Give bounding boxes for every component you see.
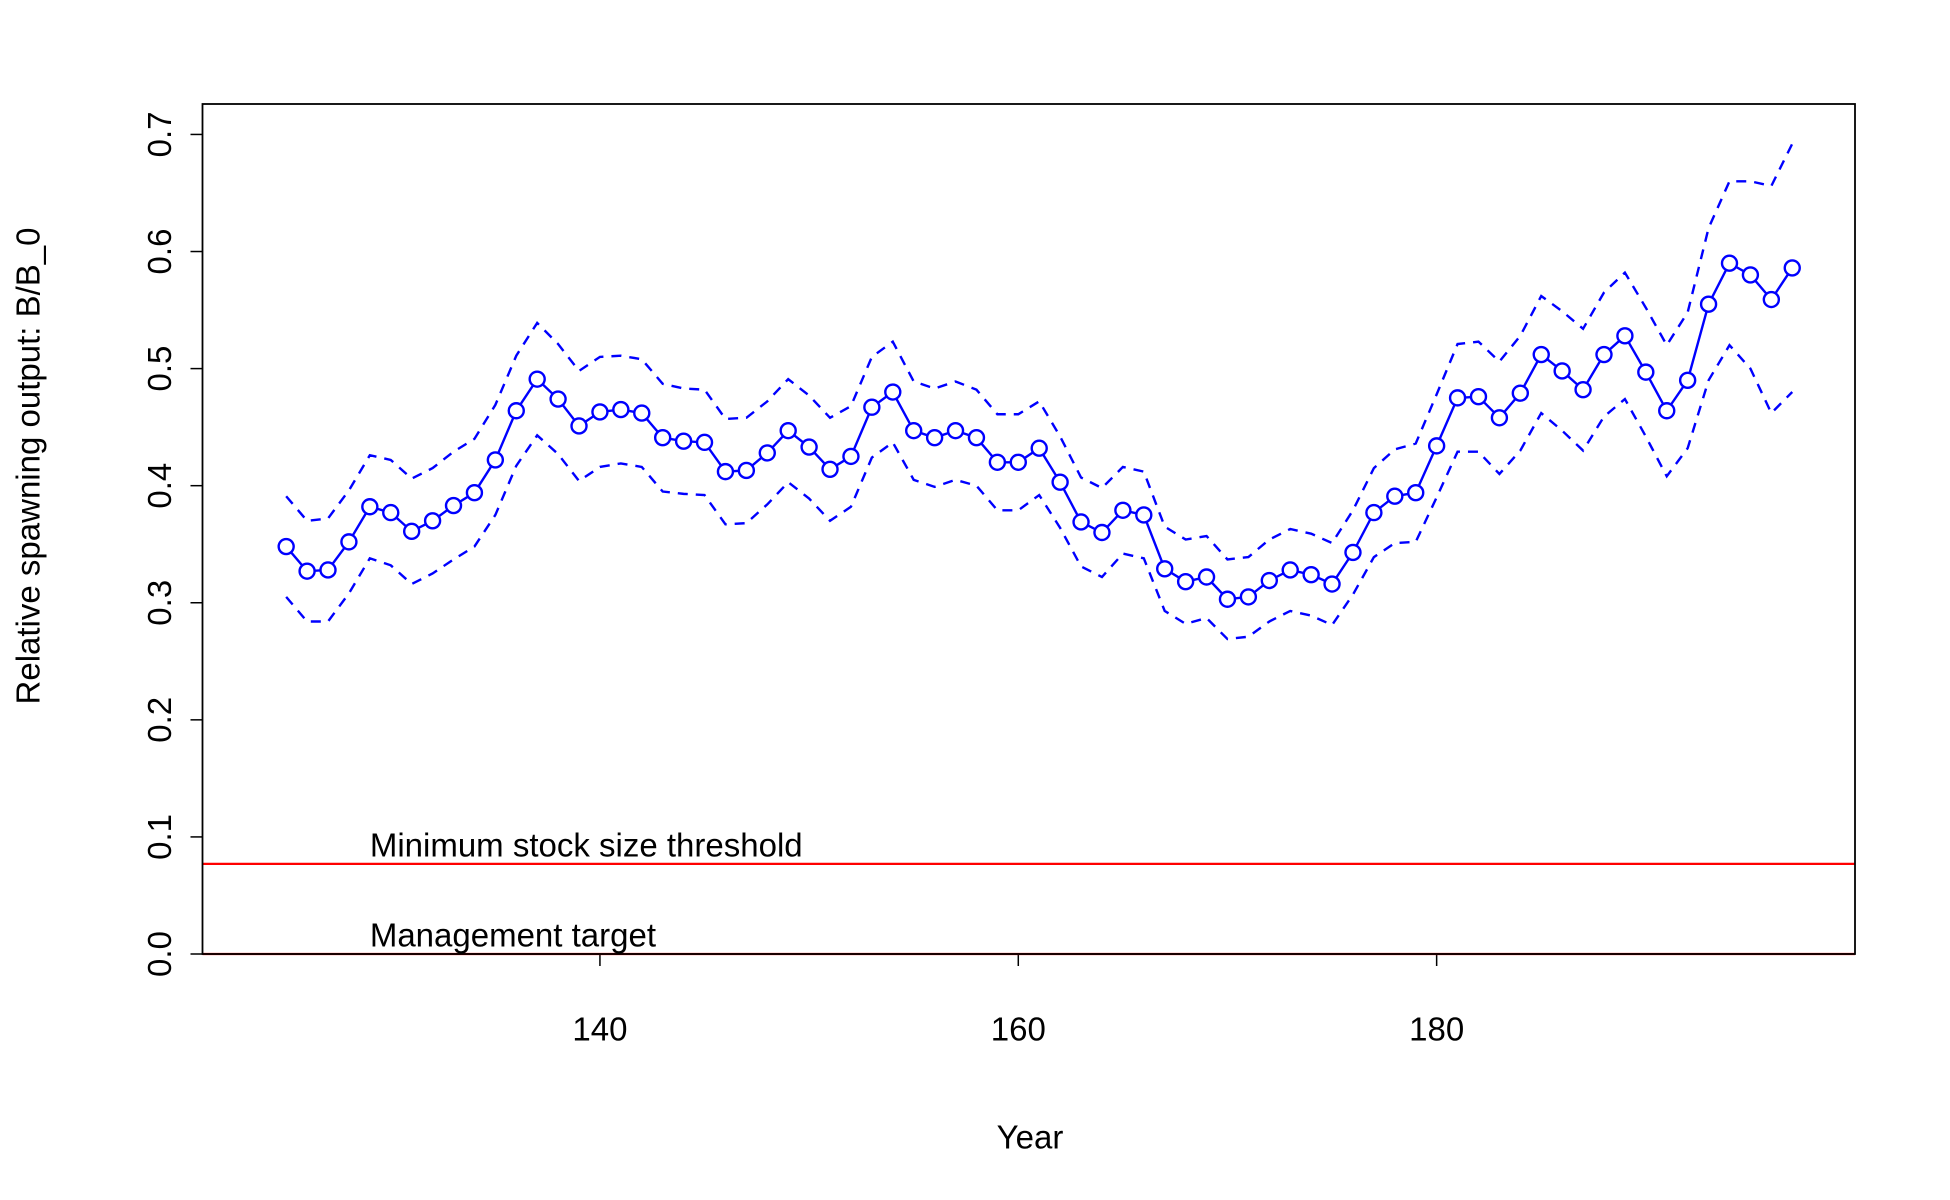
y-tick-label: 0.5 <box>141 346 178 392</box>
point <box>988 453 1007 471</box>
point <box>1741 266 1760 284</box>
point <box>298 562 316 580</box>
point <box>277 537 295 556</box>
point <box>1323 575 1341 593</box>
point <box>570 417 588 435</box>
point <box>1114 501 1132 519</box>
point <box>1699 295 1718 313</box>
point <box>925 428 944 447</box>
point <box>633 404 651 422</box>
point <box>758 444 776 462</box>
point <box>1365 503 1383 522</box>
point <box>1427 437 1446 455</box>
point <box>1135 506 1153 524</box>
point <box>549 390 567 408</box>
point <box>1637 363 1655 381</box>
point <box>1072 513 1090 531</box>
point <box>884 383 902 401</box>
y-tick-label: 0.0 <box>141 931 178 977</box>
point <box>1281 561 1299 579</box>
point <box>1093 523 1111 542</box>
interval-line <box>285 143 1794 561</box>
point <box>1260 571 1279 590</box>
point <box>1595 345 1613 364</box>
point <box>1783 259 1801 277</box>
point <box>423 512 442 530</box>
point <box>361 498 379 516</box>
y-tick-label: 0.2 <box>141 697 178 743</box>
point <box>716 462 735 481</box>
point <box>1302 565 1320 584</box>
point <box>674 432 693 450</box>
y-axis-label: Relative spawning output: B/B_0 <box>10 228 47 705</box>
x-tick-label: 140 <box>572 1011 627 1048</box>
point <box>1448 389 1467 407</box>
y-tick-label: 0.6 <box>141 229 178 275</box>
point <box>1511 384 1530 402</box>
point <box>591 403 609 421</box>
point <box>486 451 505 469</box>
point <box>1532 345 1550 364</box>
y-tick-label: 0.7 <box>141 112 178 158</box>
y-tick-label: 0.3 <box>141 580 178 626</box>
point <box>382 503 400 522</box>
point <box>1218 590 1237 608</box>
point <box>1469 387 1488 406</box>
point <box>1616 327 1634 345</box>
point <box>1030 439 1048 457</box>
point <box>1176 572 1195 591</box>
point <box>1009 453 1027 471</box>
interval-line <box>285 343 1794 641</box>
point <box>1762 290 1781 309</box>
y-tick-label: 0.4 <box>141 463 178 509</box>
point <box>946 421 965 440</box>
point <box>842 447 860 466</box>
point <box>779 421 797 440</box>
point <box>340 533 358 551</box>
x-tick-label: 180 <box>1409 1011 1464 1048</box>
point <box>800 438 818 456</box>
point <box>402 522 421 541</box>
point <box>1553 362 1571 380</box>
point <box>465 484 484 502</box>
point <box>1574 380 1592 399</box>
point <box>1407 484 1425 502</box>
point <box>863 398 881 416</box>
point <box>1490 409 1509 427</box>
point <box>1720 254 1739 272</box>
y-tick-label: 0.1 <box>141 814 178 860</box>
point <box>1658 402 1676 420</box>
point <box>1678 371 1697 390</box>
series-line <box>285 261 1794 601</box>
reference-label: Minimum stock size threshold <box>370 827 803 864</box>
point <box>1386 487 1404 505</box>
point <box>737 461 756 480</box>
point <box>528 370 546 388</box>
point <box>967 428 986 447</box>
point <box>612 400 630 419</box>
point <box>1156 560 1174 578</box>
x-axis-label: Year <box>997 1119 1064 1156</box>
point <box>653 428 672 447</box>
point <box>1344 543 1362 562</box>
point <box>695 433 714 452</box>
point <box>319 561 337 579</box>
point <box>821 460 839 478</box>
point <box>1197 568 1216 586</box>
x-tick-label: 160 <box>991 1011 1046 1048</box>
reference-label: Management target <box>370 917 656 954</box>
point <box>1051 473 1069 491</box>
point <box>905 421 923 440</box>
point <box>1239 588 1258 606</box>
plot-frame <box>201 103 1856 955</box>
point <box>507 402 525 420</box>
point <box>444 496 463 515</box>
